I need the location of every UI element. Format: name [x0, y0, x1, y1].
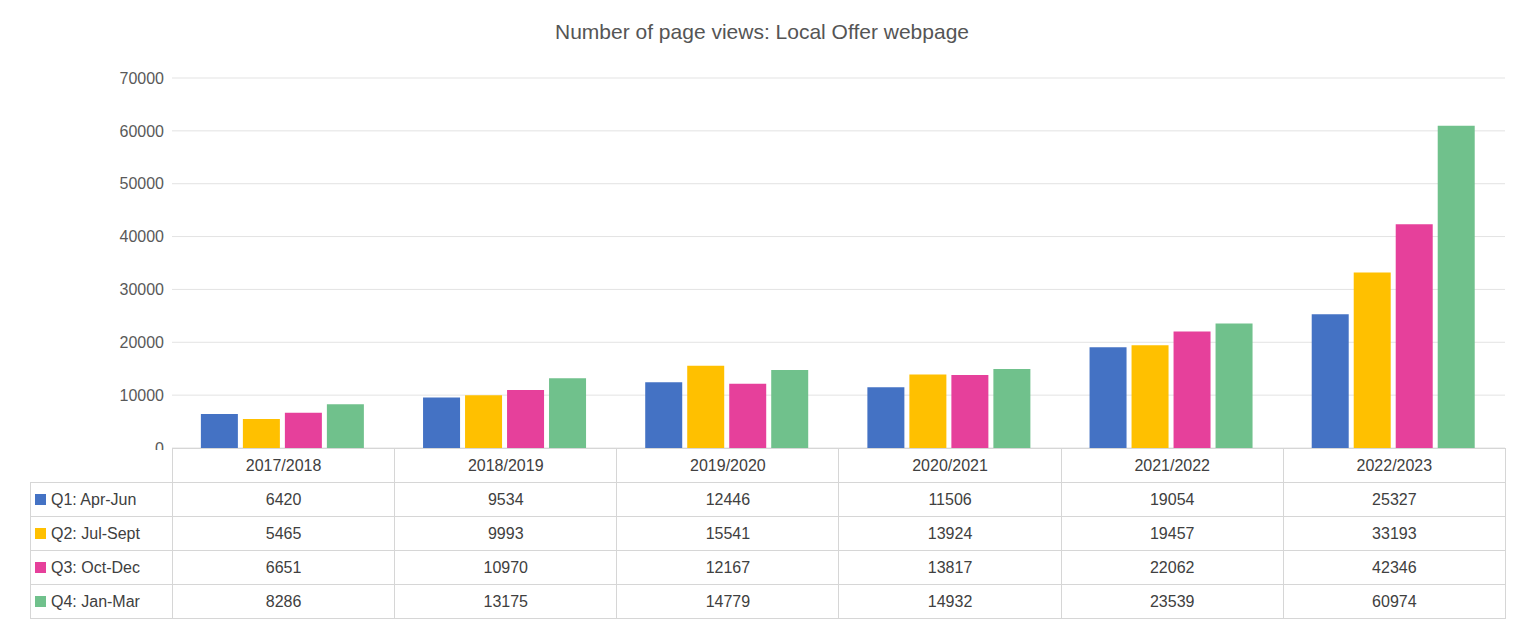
svg-text:30000: 30000 [120, 281, 165, 298]
html-text:22062: 22062 [1150, 558, 1195, 576]
html-text:6651: 6651 [265, 558, 302, 576]
html-text:13817: 13817 [927, 558, 973, 576]
html-text:8286: 8286 [265, 592, 302, 610]
html-text:15541: 15541 [705, 524, 751, 542]
html-text:14779: 14779 [705, 592, 751, 610]
svg-text:0: 0 [155, 440, 164, 450]
svg-text:60000: 60000 [120, 123, 165, 140]
html-text:13175: 13175 [483, 592, 528, 610]
html-text:9993: 9993 [487, 524, 524, 542]
html-text:14932: 14932 [927, 592, 973, 610]
html-text:60974: 60974 [1372, 592, 1417, 610]
html-text:19457: 19457 [1150, 524, 1195, 542]
html-text:Number of page views: Local Of: Number of page views: Local Offer webpag… [555, 20, 969, 43]
html-text:19054: 19054 [1150, 490, 1195, 508]
html-text:2019/2020: 2019/2020 [690, 456, 766, 474]
html-text:11506: 11506 [928, 490, 972, 508]
html-text:2022/2023: 2022/2023 [1356, 456, 1433, 474]
svg-text:10000: 10000 [120, 387, 165, 404]
html-text:9534: 9534 [487, 490, 524, 508]
svg-text:20000: 20000 [120, 334, 165, 351]
html-text:5465: 5465 [265, 524, 302, 542]
html-text:13924: 13924 [927, 524, 973, 542]
html-text:2017/2018: 2017/2018 [245, 456, 322, 474]
html-text:Q3: Oct-Dec: Q3: Oct-Dec [51, 558, 140, 576]
html-text:6420: 6420 [265, 490, 302, 508]
svg-text:40000: 40000 [120, 228, 165, 245]
html-text:23539: 23539 [1150, 592, 1195, 610]
html-text:2018/2019: 2018/2019 [467, 456, 544, 474]
html-text:42346: 42346 [1372, 558, 1417, 576]
html-text:2021/2022: 2021/2022 [1134, 456, 1210, 474]
html-text:12446: 12446 [705, 490, 751, 508]
html-text:12167: 12167 [705, 558, 751, 576]
html-text:33193: 33193 [1372, 524, 1417, 542]
html-text:25327: 25327 [1372, 490, 1417, 508]
svg-text:50000: 50000 [120, 175, 165, 192]
html-text:2020/2021: 2020/2021 [912, 456, 988, 474]
svg-text:70000: 70000 [120, 70, 165, 87]
html-text:Q1: Apr-Jun: Q1: Apr-Jun [51, 490, 137, 508]
html-text:10970: 10970 [483, 558, 528, 576]
html-text:Q2: Jul-Sept: Q2: Jul-Sept [51, 524, 140, 542]
html-text:Q4: Jan-Mar: Q4: Jan-Mar [51, 592, 140, 610]
